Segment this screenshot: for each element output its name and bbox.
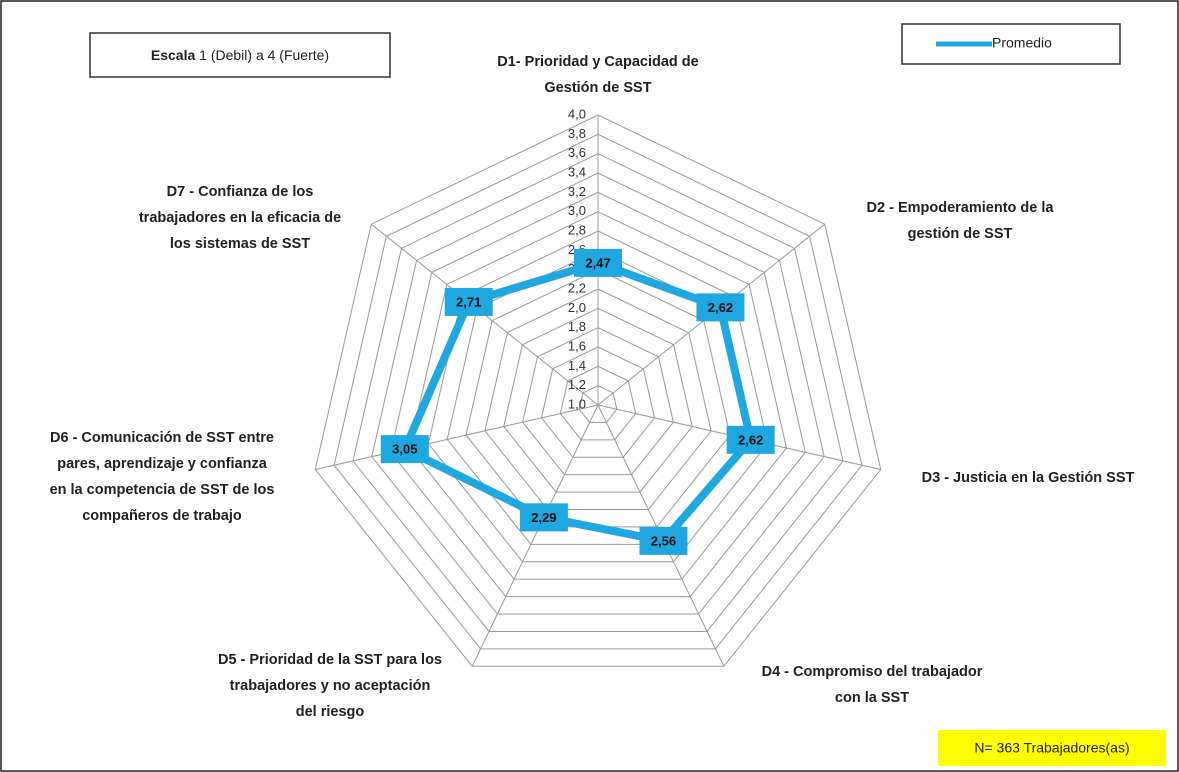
grid-ring [540, 346, 656, 458]
grid-ring [408, 211, 788, 580]
r-tick-label: 1,0 [568, 396, 586, 411]
axis-label: D7 - Confianza de los trabajadores en la … [139, 184, 341, 252]
value-label-box [639, 526, 688, 555]
r-tick-label: 1,8 [568, 319, 586, 334]
axis-label: D2 - Empoderamiento de la gestión de SST [867, 200, 1055, 242]
footnote-box [938, 730, 1166, 766]
axis-label: D1- Prioridad y Capacidad de Gestión de S… [497, 54, 698, 96]
scale-note: Escala 1 (Debil) a 4 (Fuerte) [151, 47, 329, 63]
r-tick-label: 1,6 [568, 338, 586, 353]
r-tick-label: 1,4 [568, 358, 586, 373]
grid-ring [578, 385, 618, 423]
grid-ring [559, 365, 637, 441]
value-label-box [444, 287, 493, 316]
value-label-box [574, 248, 622, 277]
spoke [471, 404, 599, 667]
r-tick-label: 3,8 [568, 126, 586, 141]
value-label: 2,29 [531, 510, 556, 525]
r-tick-label: 2,0 [568, 300, 586, 315]
scale-box [89, 32, 391, 78]
value-label-box [696, 293, 745, 322]
grid-ring [522, 327, 674, 476]
r-tick-label: 3,4 [568, 164, 586, 179]
grid-ring [390, 191, 806, 598]
r-tick-label: 3,0 [568, 203, 586, 218]
r-tick-label: 4,0 [568, 106, 586, 121]
series-line [400, 258, 755, 545]
value-label: 3,05 [392, 442, 417, 457]
legend-label: Promedio [992, 35, 1052, 51]
grid-ring [484, 288, 712, 511]
axis-label: D6 - Comunicación de SST entre pares, apr… [50, 430, 275, 524]
r-tick-label: 3,6 [568, 145, 586, 160]
value-label: 2,56 [651, 533, 676, 548]
value-label-box [380, 435, 429, 464]
grid-ring [503, 307, 693, 493]
scale-rest: 1 (Debil) a 4 (Fuerte) [199, 47, 329, 63]
r-tick-label: 1,2 [568, 377, 586, 392]
grid-ring [352, 153, 844, 632]
axis-label: D4 - Compromiso del trabajador con la SST [762, 664, 983, 706]
axis-label: D5 - Prioridad de la SST para los trabaja… [218, 652, 442, 720]
grid-ring [314, 114, 882, 667]
footnote: N= 363 Trabajadores(as) [974, 740, 1129, 756]
r-tick-label: 3,2 [568, 184, 586, 199]
grid-ring [371, 172, 825, 615]
r-tick-label: 2,8 [568, 222, 586, 237]
value-label: 2,62 [708, 300, 733, 315]
value-label: 2,62 [738, 432, 763, 447]
scale-bold: Escala [151, 47, 196, 63]
r-tick-label: 2,2 [568, 280, 586, 295]
value-label-box [726, 425, 775, 454]
spoke [315, 404, 599, 471]
value-label: 2,71 [456, 294, 481, 309]
grid-ring [333, 133, 863, 650]
value-label: 2,47 [585, 255, 610, 270]
axis-label: D3 - Justicia en la Gestión SST [922, 470, 1135, 486]
value-label-box [519, 503, 568, 532]
